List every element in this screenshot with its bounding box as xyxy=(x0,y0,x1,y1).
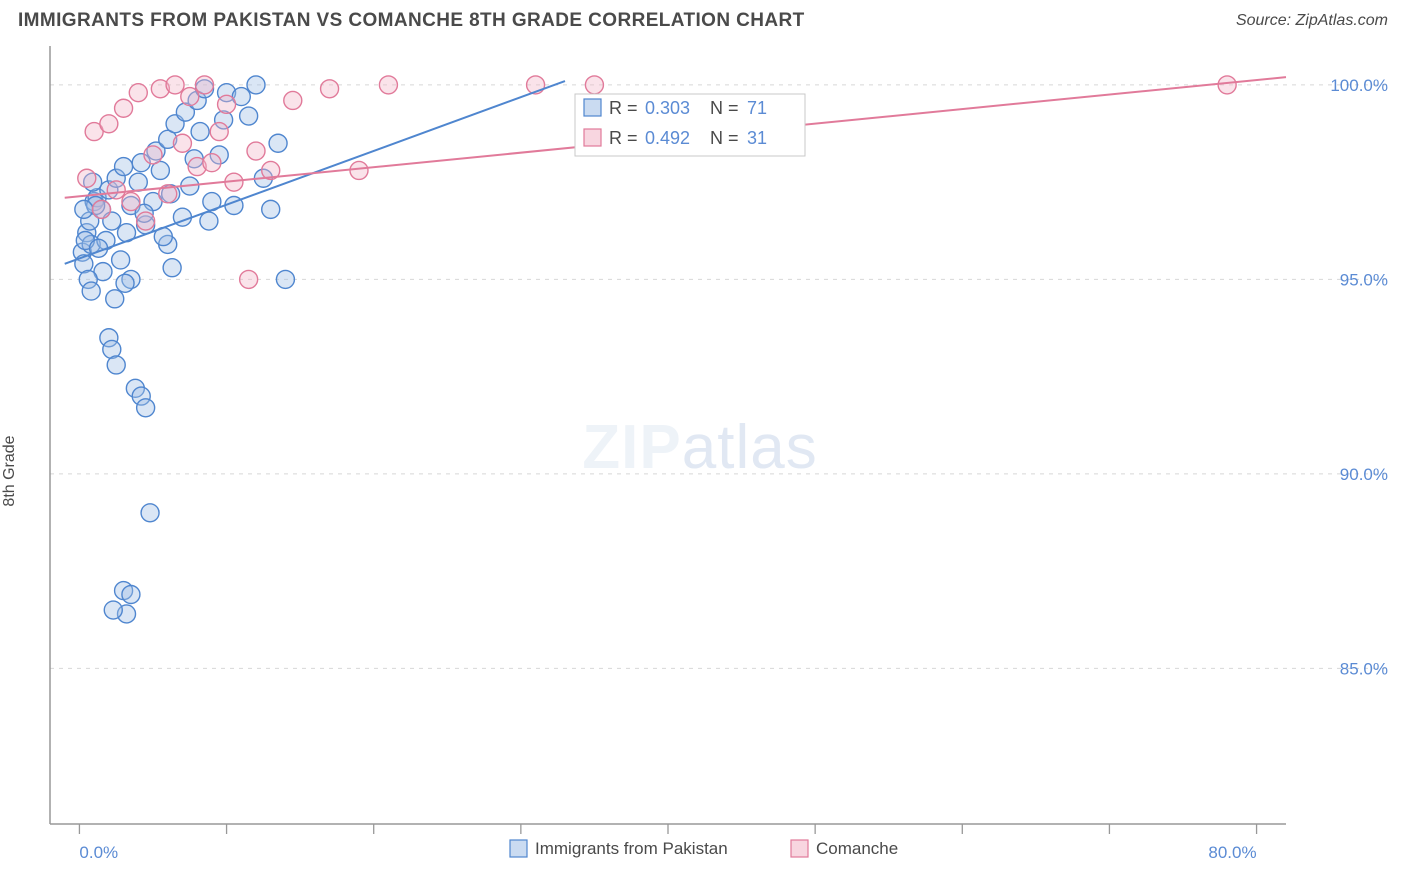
svg-text:100.0%: 100.0% xyxy=(1330,76,1388,95)
svg-text:80.0%: 80.0% xyxy=(1208,843,1256,862)
svg-text:71: 71 xyxy=(747,98,767,118)
svg-text:R =: R = xyxy=(609,128,638,148)
svg-text:ZIPatlas: ZIPatlas xyxy=(582,413,817,482)
svg-text:95.0%: 95.0% xyxy=(1340,270,1388,289)
scatter-chart: ZIPatlas 85.0% 90.0% 95.0% 100.0% 0.0% 80.0% R … xyxy=(0,38,1406,886)
svg-text:N =: N = xyxy=(710,128,739,148)
svg-text:N =: N = xyxy=(710,98,739,118)
chart-source: Source: ZipAtlas.com xyxy=(1236,12,1388,30)
y-axis-label: 8th Grade xyxy=(1,435,19,506)
svg-text:0.303: 0.303 xyxy=(645,98,690,118)
svg-text:Immigrants from Pakistan: Immigrants from Pakistan xyxy=(535,839,728,858)
svg-text:Comanche: Comanche xyxy=(816,839,898,858)
svg-text:90.0%: 90.0% xyxy=(1340,465,1388,484)
svg-text:85.0%: 85.0% xyxy=(1340,659,1388,678)
svg-text:0.0%: 0.0% xyxy=(79,843,118,862)
svg-text:0.492: 0.492 xyxy=(645,128,690,148)
chart-title: IMMIGRANTS FROM PAKISTAN VS COMANCHE 8TH… xyxy=(18,10,805,32)
svg-text:R =: R = xyxy=(609,98,638,118)
svg-text:31: 31 xyxy=(747,128,767,148)
